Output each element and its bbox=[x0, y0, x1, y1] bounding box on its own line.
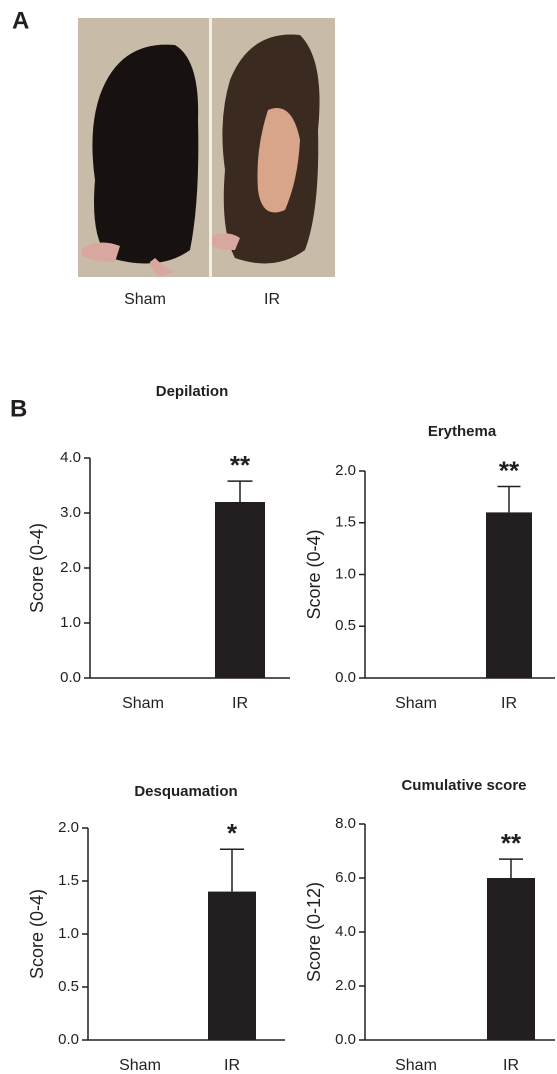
x-tick-label: Sham bbox=[122, 695, 164, 712]
x-tick-label: Sham bbox=[395, 1057, 437, 1074]
chart-title: Desquamation bbox=[134, 783, 237, 800]
bar bbox=[208, 892, 256, 1040]
chart: Cumulative score Score (0-12) 0.0 2.0 4.0 6.0… bbox=[304, 777, 555, 1074]
x-tick-label: Sham bbox=[119, 1057, 161, 1074]
y-tick-label: 0.5 bbox=[58, 978, 79, 995]
chart-title: Cumulative score bbox=[401, 777, 526, 794]
significance: ** bbox=[501, 828, 522, 858]
chart-title: Erythema bbox=[428, 423, 497, 440]
chart: Depilation Score (0-4) 0.0 1.0 2.0 3.0 4.0 Sham… bbox=[27, 383, 290, 712]
photo-caption: IR bbox=[264, 291, 280, 308]
figure: A Sham IR B Depilation Score (0-4) 0.0 1.0 2… bbox=[0, 0, 557, 1074]
y-tick-label: 1.5 bbox=[58, 872, 79, 889]
y-axis-label: Score (0-12) bbox=[304, 882, 324, 982]
x-tick-label: IR bbox=[232, 695, 248, 712]
y-tick-label: 1.0 bbox=[60, 614, 81, 631]
bar bbox=[487, 878, 535, 1040]
y-tick-label: 0.0 bbox=[335, 1031, 356, 1048]
panel-label: A bbox=[12, 7, 29, 34]
y-axis-label: Score (0-4) bbox=[304, 529, 324, 619]
y-tick-label: 2.0 bbox=[60, 559, 81, 576]
y-tick-label: 6.0 bbox=[335, 869, 356, 886]
y-tick-label: 0.0 bbox=[58, 1031, 79, 1048]
chart: Desquamation Score (0-4) 0.0 0.5 1.0 1.5 2.0 Sh… bbox=[27, 783, 285, 1074]
y-tick-label: 4.0 bbox=[60, 449, 81, 466]
bar bbox=[486, 512, 532, 678]
chart: Erythema Score (0-4) 0.0 0.5 1.0 1.5 2.0 Sham IR… bbox=[304, 423, 555, 712]
y-tick-label: 4.0 bbox=[335, 923, 356, 940]
x-tick-label: Sham bbox=[395, 695, 437, 712]
y-axis-label: Score (0-4) bbox=[27, 523, 47, 613]
significance: * bbox=[227, 818, 238, 848]
x-tick-label: IR bbox=[224, 1057, 240, 1074]
panel-label: B bbox=[10, 395, 27, 422]
y-tick-label: 3.0 bbox=[60, 504, 81, 521]
x-tick-label: IR bbox=[503, 1057, 519, 1074]
y-tick-label: 0.0 bbox=[335, 669, 356, 686]
significance: ** bbox=[499, 455, 520, 485]
significance: ** bbox=[230, 450, 251, 480]
y-tick-label: 0.0 bbox=[60, 669, 81, 686]
x-tick-label: IR bbox=[501, 695, 517, 712]
y-tick-label: 2.0 bbox=[58, 819, 79, 836]
y-tick-label: 2.0 bbox=[335, 977, 356, 994]
y-tick-label: 1.0 bbox=[335, 565, 356, 582]
photo-caption: Sham bbox=[124, 291, 166, 308]
y-tick-label: 1.5 bbox=[335, 514, 356, 531]
photo bbox=[78, 18, 335, 277]
y-tick-label: 2.0 bbox=[335, 462, 356, 479]
y-tick-label: 8.0 bbox=[335, 815, 356, 832]
bar bbox=[215, 502, 265, 678]
y-axis-label: Score (0-4) bbox=[27, 889, 47, 979]
chart-title: Depilation bbox=[156, 383, 229, 400]
y-tick-label: 1.0 bbox=[58, 925, 79, 942]
y-tick-label: 0.5 bbox=[335, 617, 356, 634]
